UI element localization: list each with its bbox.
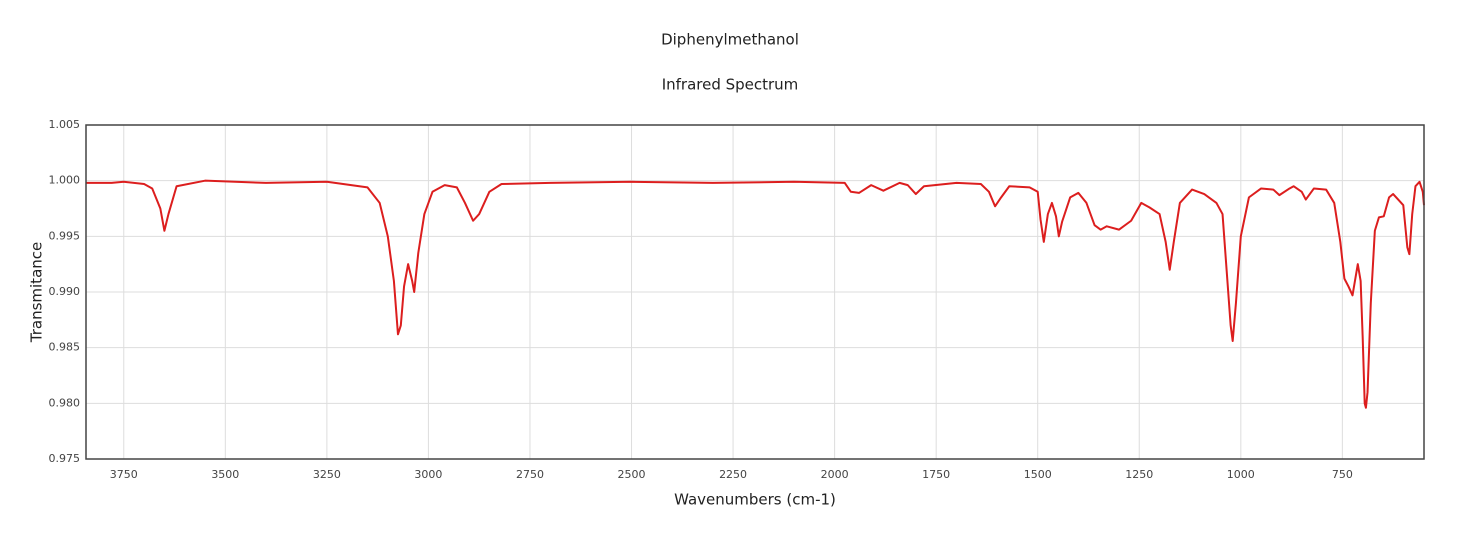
spectrum-line [86,179,1425,409]
x-tick-label: 3250 [313,468,341,481]
y-tick-label: 0.995 [49,229,81,242]
y-tick-label: 0.980 [49,396,81,409]
x-tick-label: 1000 [1227,468,1255,481]
x-tick-label: 1750 [922,468,950,481]
grid [86,124,1424,460]
plot [86,179,1425,409]
x-tick-label: 2000 [821,468,849,481]
x-tick-label: 750 [1332,468,1353,481]
x-tick-label: 3750 [110,468,138,481]
y-tick-label: 0.975 [49,452,81,465]
y-axis-title: Transmitance [28,242,46,343]
x-tick-label: 1500 [1024,468,1052,481]
x-tick-label: 2750 [516,468,544,481]
x-axis-title: Wavenumbers (cm-1) [674,491,836,509]
chart-title: Diphenylmethanol [661,31,799,49]
x-tick-label: 2500 [618,468,646,481]
plot-frame [85,124,1425,460]
x-tick-label: 3000 [414,468,442,481]
y-tick-label: 0.990 [49,285,81,298]
y-tick-label: 1.005 [49,118,81,131]
y-tick-label: 0.985 [49,341,81,354]
x-tick-label: 1250 [1125,468,1153,481]
chart-subtitle: Infrared Spectrum [662,76,799,94]
x-tick-label: 3500 [211,468,239,481]
y-tick-label: 1.000 [49,174,81,187]
x-tick-label: 2250 [719,468,747,481]
